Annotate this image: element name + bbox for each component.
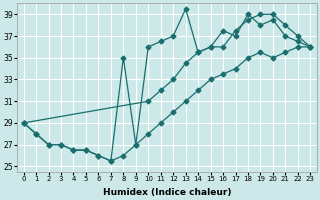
X-axis label: Humidex (Indice chaleur): Humidex (Indice chaleur) <box>103 188 231 197</box>
